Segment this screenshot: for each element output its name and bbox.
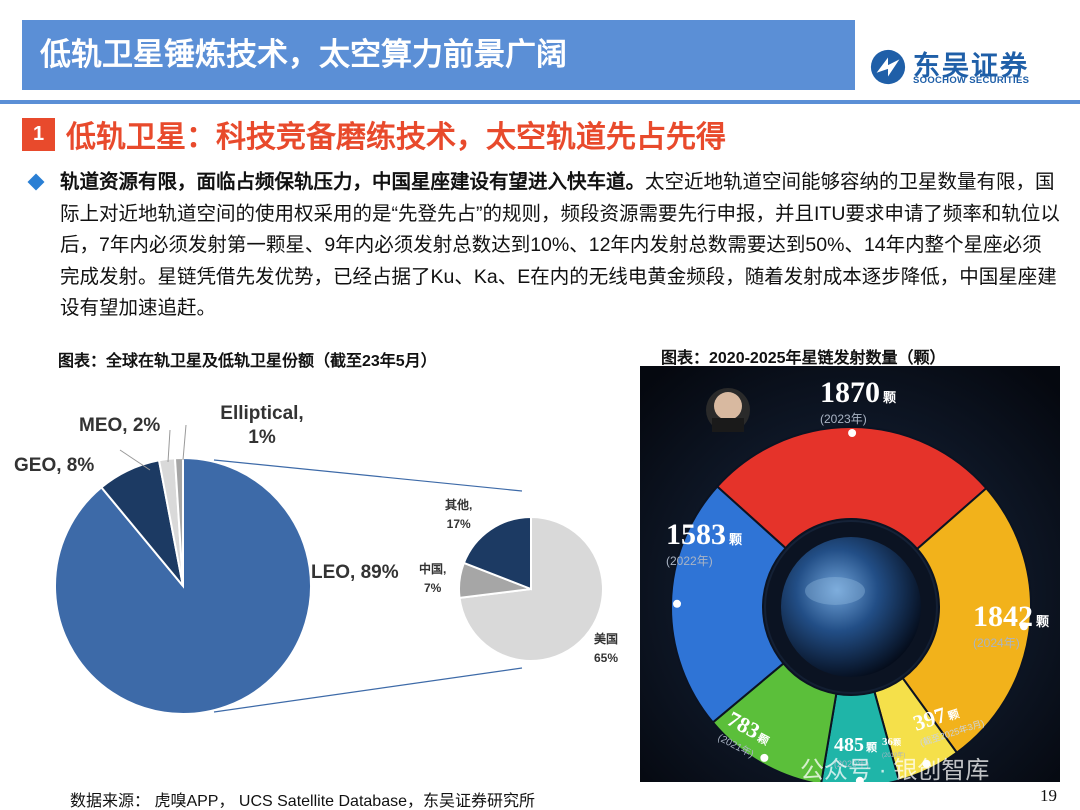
unit-2019: 颗 [893,738,901,747]
page-number: 19 [1040,786,1057,805]
elliptical-label: Elliptical, 1% [220,403,304,448]
year-2022: (2022年) [666,554,713,568]
other-label-name: 其他, [445,498,473,512]
watermark-text: 公众号 · 银创智库 [800,757,990,784]
label-2024: 1842 颗 (2024年) [973,600,1049,651]
usa-label-name: 美国 [594,632,619,646]
year-2020: (2020年) [834,759,870,769]
leo-label: LEO, 89% [311,562,399,583]
logo-english-name: SOOCHOW SECURITIES [913,75,1030,86]
leader-line-2 [182,424,187,461]
usa-label-pct: 65% [594,651,619,665]
logo-chinese-name: 东吴证券 [913,51,1029,81]
china-label-name: 中国, [419,562,447,576]
section-title: 低轨卫星：科技竞备磨练技术，太空轨道先占先得 [66,121,726,154]
marker-dot-2021 [760,753,769,762]
left-chart-caption: 图表：全球在轨卫星及低轨卫星份额（截至23年5月） [58,353,437,370]
value-2019: 36 [882,736,893,748]
usa-label: 美国 65% [594,630,618,668]
donut-segment-2022 [670,485,788,724]
donut-segment-2023 [715,426,988,551]
china-label-pct: 7% [424,581,442,595]
china-label: 中国, 7% [419,560,446,598]
year-2019: (2019年) [882,753,906,759]
company-logo: 东吴证券 SOOCHOW SECURITIES [869,44,1059,90]
page-title: 低轨卫星锤炼技术，太空算力前景广阔 [40,37,567,72]
unit-2023: 颗 [883,390,897,405]
unit-2022: 颗 [729,532,743,547]
soochow-logo-icon [870,49,906,85]
header-divider [0,100,1080,104]
sub-pie-slice-2 [462,515,532,591]
leader-line-0 [119,449,151,471]
donut-segment-2020 [820,690,901,782]
label-2019: 36颗 (2019年) [882,732,905,759]
orbit-share-chart [54,424,604,715]
bullet-bold-lead: 轨道资源有限，面临占频保轨压力，中国星座建设有望进入快车道。 [60,171,646,193]
year-2024: (2024年) [973,636,1020,650]
marker-dot-2022 [673,599,682,608]
meo-label: MEO, 2% [79,415,161,436]
bullet-body-text: 太空近地轨道空间能够容纳的卫星数量有限，国际上对近地轨道空间的使用权采用的是“先… [60,171,1060,319]
starlink-donut-chart [640,366,1060,782]
unit-2020: 颗 [866,742,877,754]
bullet-paragraph: 轨道资源有限，面临占频保轨压力，中国星座建设有望进入快车道。太空近地轨道空间能够… [60,167,1060,325]
earth-cloud-icon [805,577,865,605]
value-2022: 1583 [666,518,726,551]
marker-dot-2024 [1019,622,1028,631]
earth-icon [781,537,921,677]
donut-segment-2024 [901,486,1032,755]
starlink-launch-graphic [640,366,1060,782]
value-2023: 1870 [820,376,880,409]
connector-line-bottom [213,667,523,713]
label-2022: 1583 颗 (2022年) [666,518,742,569]
other-label-pct: 17% [446,517,471,531]
right-chart-caption: 图表：2020-2025年星链发射数量（颗） [661,350,946,367]
value-2020: 485 [834,734,864,756]
title-bar: 低轨卫星锤炼技术，太空算力前景广阔 [22,20,855,90]
geo-label: GEO, 8% [14,455,95,476]
value-2024: 1842 [973,600,1033,633]
label-2020: 485 颗 (2020年) [834,734,877,770]
other-label: 其他, 17% [445,496,472,534]
section-number: 1 [22,118,55,151]
connector-line-top [213,459,523,492]
unit-2025: 颗 [946,708,961,724]
unit-2024: 颗 [1036,614,1050,629]
data-source: 数据来源： 虎嗅APP， UCS Satellite Database，东吴证券… [70,793,535,810]
marker-dot-2023 [848,429,857,438]
label-2023: 1870 颗 (2023年) [820,376,896,427]
diamond-bullet-icon [27,173,45,191]
marker-dot-2020 [855,776,864,782]
marker-dot-2025 [922,759,931,768]
year-2023: (2023年) [820,412,867,426]
portrait-icon [706,388,750,432]
leader-line-1 [167,429,171,463]
